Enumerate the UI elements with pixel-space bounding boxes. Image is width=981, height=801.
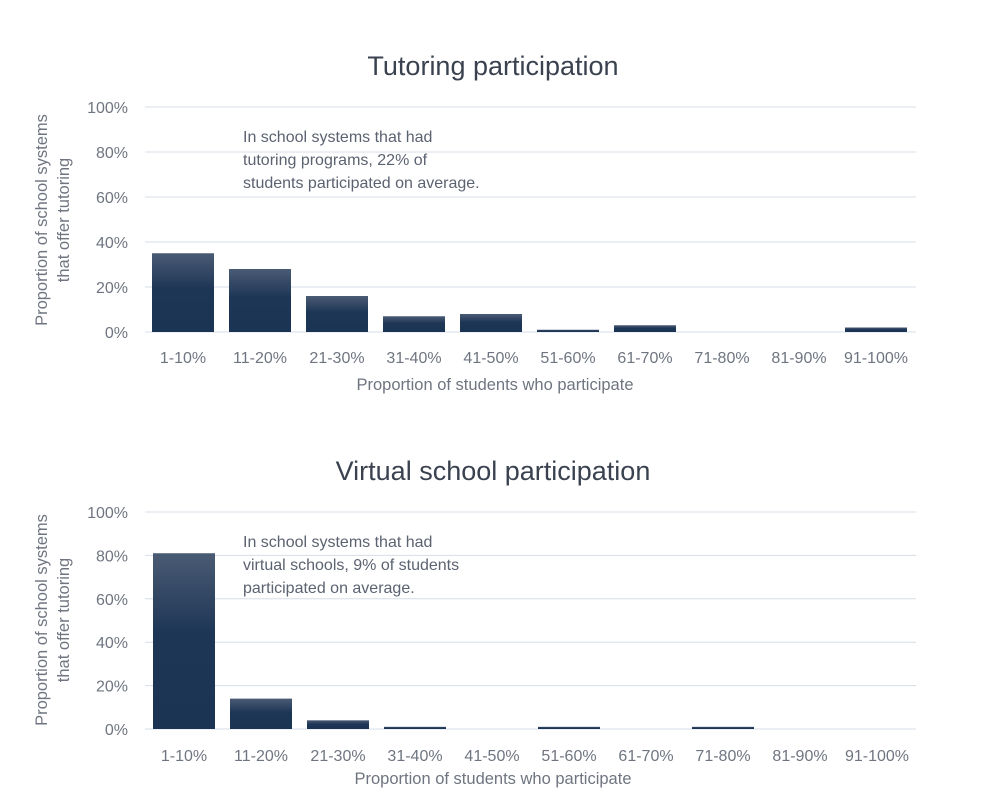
x-tick-label: 91-100% [844, 350, 908, 367]
x-tick-label: 31-40% [387, 748, 442, 765]
y-axis-label-line2: that offer tutoring [55, 558, 73, 682]
x-axis-label: Proportion of students who participate [355, 770, 632, 788]
x-tick-label: 51-60% [540, 350, 595, 367]
annotation-line: students participated on average. [243, 175, 480, 192]
bar [692, 726, 754, 729]
bar [230, 698, 292, 729]
x-tick-label: 61-70% [618, 748, 673, 765]
bar [537, 329, 599, 332]
x-axis-label: Proportion of students who participate [357, 376, 634, 394]
x-tick-label: 81-90% [771, 350, 826, 367]
x-tick-label: 51-60% [541, 748, 596, 765]
bar [384, 726, 446, 729]
bar [538, 726, 600, 729]
chart-title: Tutoring participation [367, 51, 618, 81]
annotation-line: In school systems that had [243, 534, 432, 551]
y-tick-label: 100% [87, 505, 128, 522]
x-tick-label: 71-80% [695, 748, 750, 765]
bar [307, 720, 369, 729]
y-axis-label-line2: that offer tutoring [55, 158, 73, 282]
annotation-line: In school systems that had [243, 129, 432, 146]
annotation-line: tutoring programs, 22% of [243, 152, 428, 169]
y-tick-label: 40% [96, 635, 128, 652]
y-tick-labels: 0% 20% 40% 60% 80% 100% [87, 505, 128, 739]
bar [460, 314, 522, 332]
x-tick-label: 41-50% [463, 350, 518, 367]
tutoring-chart: Tutoring participation 0% 20% 40% 60% 80% 100… [33, 51, 916, 394]
y-tick-label: 60% [96, 190, 128, 207]
x-tick-labels: 1-10% 11-20% 21-30% 31-40% 41-50% 51-60% 61-70… [160, 350, 908, 367]
y-tick-label: 40% [96, 235, 128, 252]
x-tick-label: 31-40% [386, 350, 441, 367]
annotation-line: participated on average. [243, 580, 415, 597]
y-tick-label: 20% [96, 679, 128, 696]
annotation: In school systems that had tutoring prog… [243, 129, 480, 192]
x-tick-label: 71-80% [694, 350, 749, 367]
bar [152, 253, 214, 332]
bar [845, 327, 907, 332]
y-tick-label: 80% [96, 548, 128, 565]
annotation-line: virtual schools, 9% of students [243, 557, 459, 574]
y-tick-label: 0% [105, 722, 128, 739]
x-tick-label: 1-10% [160, 350, 206, 367]
y-tick-label: 0% [105, 325, 128, 342]
x-tick-label: 81-90% [772, 748, 827, 765]
y-tick-label: 20% [96, 280, 128, 297]
bar [229, 269, 291, 332]
annotation: In school systems that had virtual schoo… [243, 534, 459, 597]
x-tick-label: 61-70% [617, 350, 672, 367]
x-tick-label: 41-50% [464, 748, 519, 765]
x-tick-label: 11-20% [233, 350, 287, 367]
bar [614, 325, 676, 332]
bars [153, 553, 754, 729]
bar [153, 553, 215, 729]
bar [306, 296, 368, 332]
y-tick-label: 80% [96, 145, 128, 162]
y-axis-label-line1: Proportion of school systems [33, 114, 51, 326]
x-tick-label: 11-20% [234, 748, 288, 765]
bars [152, 253, 907, 332]
chart-title: Virtual school participation [336, 456, 651, 486]
y-tick-label: 60% [96, 592, 128, 609]
x-tick-labels: 1-10% 11-20% 21-30% 31-40% 41-50% 51-60% 61-70… [161, 748, 909, 765]
x-tick-label: 21-30% [310, 748, 365, 765]
y-tick-label: 100% [87, 100, 128, 117]
bar [383, 316, 445, 332]
x-tick-label: 1-10% [161, 748, 207, 765]
y-tick-labels: 0% 20% 40% 60% 80% 100% [87, 100, 128, 342]
x-tick-label: 21-30% [309, 350, 364, 367]
x-tick-label: 91-100% [845, 748, 909, 765]
y-axis-label-line1: Proportion of school systems [33, 514, 51, 726]
virtual-school-chart: Virtual school participation 0% 20% 40% 60%… [33, 456, 916, 788]
